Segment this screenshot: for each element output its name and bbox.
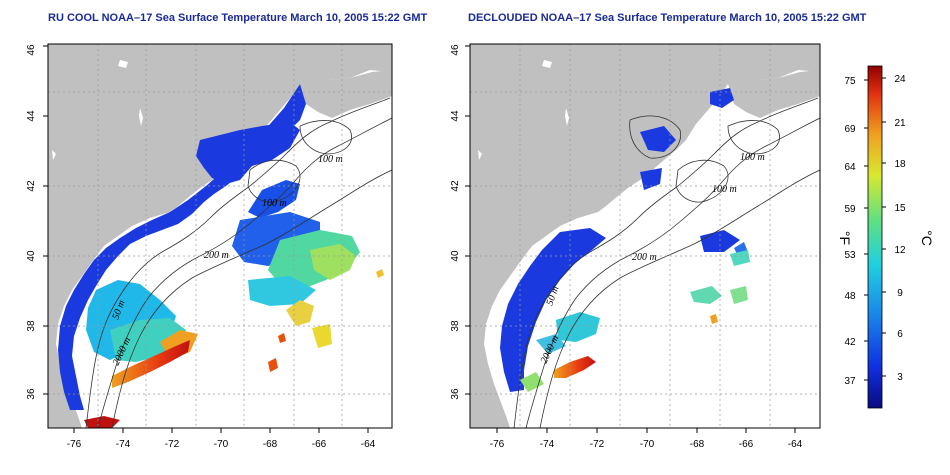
y-tick-label: 36	[450, 388, 461, 400]
celsius-tick: 6	[897, 329, 903, 340]
fahrenheit-tick: 75	[844, 76, 856, 87]
celsius-tick: 18	[894, 159, 906, 170]
x-tick-label: -72	[165, 439, 180, 450]
celsius-scale: 24 21 18 15 12 9 6 3 °C	[882, 74, 935, 383]
land-mass	[470, 44, 820, 428]
celsius-tick: 24	[894, 74, 906, 85]
right-panel-title: DECLOUDED NOAA–17 Sea Surface Temperatur…	[468, 12, 867, 24]
y-tick-label: 44	[26, 110, 37, 122]
land-mass	[48, 44, 392, 428]
fahrenheit-tick: 64	[844, 162, 856, 173]
x-tick-label: -70	[640, 439, 655, 450]
celsius-tick: 12	[894, 245, 906, 256]
y-tick-label: 36	[26, 388, 37, 400]
x-tick-label: -66	[312, 439, 327, 450]
x-tick-label: -68	[690, 439, 705, 450]
left-sst-map: 100 m 100 m 200 m 50 m 2000 m -76 -74	[26, 43, 393, 450]
contour-label-100m-a: 100 m	[740, 152, 765, 163]
contour-label-200m: 200 m	[204, 250, 229, 261]
fahrenheit-tick: 42	[844, 337, 856, 348]
fahrenheit-unit-label: °F	[837, 231, 853, 245]
left-x-axis: -76 -74 -72 -70 -68 -66 -64	[67, 428, 376, 450]
right-x-axis: -76 -74 -72 -70 -68 -66 -64	[490, 428, 803, 450]
bathymetry-contours	[85, 97, 392, 428]
fahrenheit-tick: 69	[844, 124, 856, 135]
contour-label-100m-b: 100 m	[262, 198, 287, 209]
y-tick-label: 42	[26, 180, 37, 192]
right-grid	[470, 44, 820, 428]
cold-water-region	[500, 228, 606, 392]
fahrenheit-tick: 37	[844, 376, 856, 387]
celsius-tick: 21	[894, 118, 906, 129]
gulf-stream-warm-streak	[112, 340, 190, 388]
celsius-tick: 9	[897, 288, 903, 299]
fahrenheit-scale: 75 69 64 59 53 48 42 37 °F	[837, 76, 868, 387]
contour-label-100m-b: 100 m	[712, 184, 737, 195]
fahrenheit-tick: 53	[844, 250, 856, 261]
x-tick-label: -72	[590, 439, 605, 450]
left-grid	[48, 44, 392, 428]
y-tick-label: 40	[450, 250, 461, 262]
x-tick-label: -74	[540, 439, 555, 450]
y-tick-label: 38	[26, 320, 37, 332]
right-sst-map: 100 m 100 m 200 m 50 m 2000 m -76 -74 -7…	[450, 43, 821, 450]
x-tick-label: -76	[67, 439, 82, 450]
x-tick-label: -74	[116, 439, 131, 450]
celsius-unit-label: °C	[919, 230, 935, 246]
x-tick-label: -70	[214, 439, 229, 450]
contour-label-200m: 200 m	[632, 252, 657, 263]
x-tick-label: -64	[361, 439, 376, 450]
x-tick-label: -64	[788, 439, 803, 450]
fahrenheit-tick: 48	[844, 291, 856, 302]
celsius-tick: 3	[897, 372, 903, 383]
celsius-tick: 15	[894, 203, 906, 214]
x-tick-label: -68	[263, 439, 278, 450]
y-tick-label: 40	[26, 250, 37, 262]
left-panel-title: RU COOL NOAA–17 Sea Surface Temperature …	[48, 12, 428, 24]
y-tick-label: 42	[450, 180, 461, 192]
y-tick-label: 46	[26, 44, 37, 56]
left-y-axis: 36 38 40 42 44 46	[26, 44, 48, 400]
contour-label-100m-a: 100 m	[318, 154, 343, 165]
x-tick-label: -66	[739, 439, 754, 450]
y-tick-label: 46	[450, 44, 461, 56]
fahrenheit-tick: 59	[844, 204, 856, 215]
y-tick-label: 38	[450, 320, 461, 332]
x-tick-label: -76	[490, 439, 505, 450]
bathymetry-contours	[513, 97, 820, 428]
y-tick-label: 44	[450, 110, 461, 122]
right-y-axis: 36 38 40 42 44 46	[450, 44, 470, 400]
temperature-colorbar: 75 69 64 59 53 48 42 37 °F 24 21 18 15 1…	[837, 65, 935, 409]
